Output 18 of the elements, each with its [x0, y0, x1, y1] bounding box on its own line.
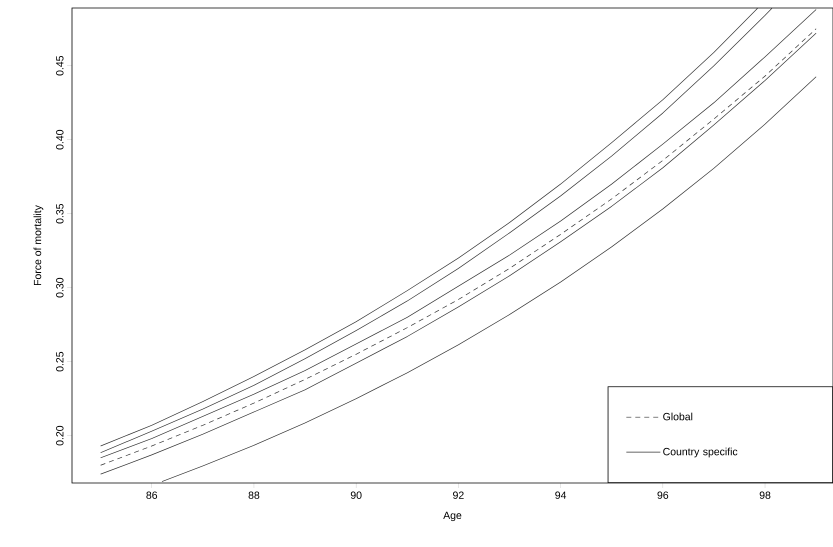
x-tick-label: 98 [760, 492, 770, 499]
y-tick-label: 0.40 [56, 130, 64, 150]
x-tick-label: 86 [146, 492, 158, 499]
legend-label: Country specific [663, 448, 738, 458]
y-tick-label: 0.20 [56, 426, 64, 446]
y-tick-label: 0.30 [56, 278, 64, 298]
x-tick-label: 92 [453, 492, 464, 499]
x-axis-title: Age [443, 512, 462, 522]
y-tick-label: 0.45 [56, 56, 64, 76]
y-axis-title: Force of mortality [34, 205, 44, 286]
y-tick-label: 0.35 [56, 204, 64, 224]
line-series [162, 76, 816, 482]
legend-label: Global [663, 412, 692, 420]
y-tick-label: 0.25 [56, 352, 64, 372]
x-tick-label: 88 [248, 492, 260, 499]
x-tick-label: 90 [350, 492, 362, 499]
x-tick-label: 96 [657, 492, 668, 499]
x-tick-label: 94 [555, 492, 566, 499]
